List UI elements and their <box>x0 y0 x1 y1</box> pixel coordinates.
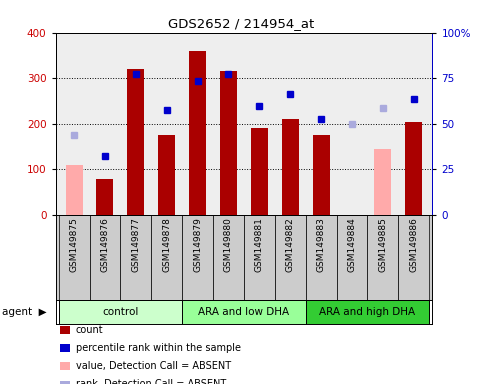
Bar <box>313 135 329 215</box>
Text: value, Detection Call = ABSENT: value, Detection Call = ABSENT <box>76 361 231 371</box>
Text: GSM149883: GSM149883 <box>317 218 326 273</box>
Text: control: control <box>102 307 139 317</box>
Text: GSM149886: GSM149886 <box>409 218 418 273</box>
Bar <box>58 300 182 324</box>
Bar <box>244 215 275 300</box>
Bar <box>306 300 429 324</box>
Bar <box>251 128 268 215</box>
Bar <box>182 215 213 300</box>
Text: ARA and high DHA: ARA and high DHA <box>319 307 415 317</box>
Text: ARA and low DHA: ARA and low DHA <box>199 307 289 317</box>
Bar <box>405 122 422 215</box>
Bar <box>128 69 144 215</box>
Text: agent  ▶: agent ▶ <box>2 307 47 317</box>
Bar <box>275 215 306 300</box>
Bar <box>374 149 391 215</box>
Bar <box>66 165 83 215</box>
Text: count: count <box>76 325 103 335</box>
Text: GSM149876: GSM149876 <box>100 218 110 273</box>
Text: GSM149878: GSM149878 <box>162 218 171 273</box>
Text: GSM149875: GSM149875 <box>70 218 79 273</box>
Bar <box>120 215 151 300</box>
Bar <box>337 215 368 300</box>
Text: GDS2652 / 214954_at: GDS2652 / 214954_at <box>169 17 314 30</box>
Text: GSM149882: GSM149882 <box>286 218 295 272</box>
Text: GSM149885: GSM149885 <box>378 218 387 273</box>
Text: rank, Detection Call = ABSENT: rank, Detection Call = ABSENT <box>76 379 226 384</box>
Bar <box>368 215 398 300</box>
Text: GSM149877: GSM149877 <box>131 218 141 273</box>
Bar <box>182 300 306 324</box>
Bar <box>189 51 206 215</box>
Bar <box>220 71 237 215</box>
Text: GSM149884: GSM149884 <box>347 218 356 272</box>
Bar <box>398 215 429 300</box>
Bar <box>151 215 182 300</box>
Text: GSM149881: GSM149881 <box>255 218 264 273</box>
Bar <box>158 135 175 215</box>
Bar <box>213 215 244 300</box>
Bar <box>89 215 120 300</box>
Text: percentile rank within the sample: percentile rank within the sample <box>76 343 241 353</box>
Bar <box>58 215 89 300</box>
Text: GSM149880: GSM149880 <box>224 218 233 273</box>
Bar <box>97 179 114 215</box>
Text: GSM149879: GSM149879 <box>193 218 202 273</box>
Bar <box>282 119 298 215</box>
Bar <box>306 215 337 300</box>
